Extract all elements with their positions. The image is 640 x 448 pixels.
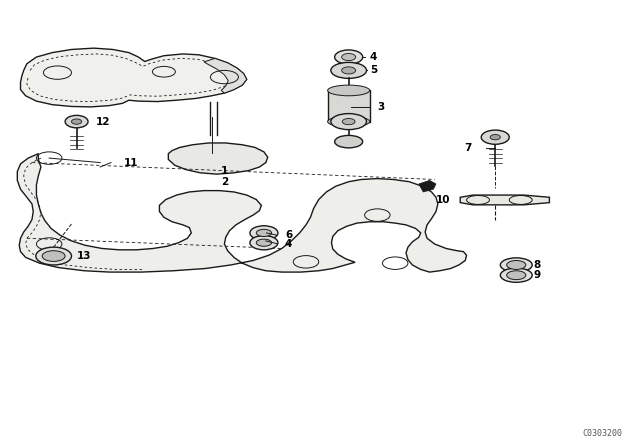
Ellipse shape	[335, 135, 363, 148]
Text: 13: 13	[77, 251, 91, 261]
Text: 8: 8	[534, 260, 541, 270]
Text: 9: 9	[534, 270, 541, 280]
Text: 2: 2	[221, 177, 228, 187]
Ellipse shape	[36, 247, 72, 265]
Ellipse shape	[250, 236, 278, 250]
Text: 3: 3	[378, 102, 385, 112]
Text: 5: 5	[370, 65, 377, 74]
Text: 10: 10	[436, 195, 451, 205]
Polygon shape	[17, 154, 467, 272]
Text: C0303200: C0303200	[582, 429, 623, 438]
Text: 4: 4	[285, 239, 292, 249]
Text: 1: 1	[221, 166, 228, 176]
Polygon shape	[168, 143, 268, 174]
Ellipse shape	[328, 85, 370, 96]
Ellipse shape	[256, 239, 271, 246]
Ellipse shape	[42, 251, 65, 261]
Text: 11: 11	[124, 158, 138, 168]
Polygon shape	[328, 90, 370, 121]
Ellipse shape	[331, 62, 367, 78]
Ellipse shape	[500, 258, 532, 272]
Ellipse shape	[507, 271, 526, 280]
Ellipse shape	[335, 50, 363, 64]
Ellipse shape	[507, 260, 526, 269]
Polygon shape	[20, 48, 246, 107]
Text: 12: 12	[96, 116, 110, 127]
Ellipse shape	[256, 229, 271, 237]
Text: 6: 6	[285, 230, 292, 240]
Ellipse shape	[65, 116, 88, 128]
Ellipse shape	[500, 268, 532, 282]
Ellipse shape	[481, 130, 509, 144]
Text: 7: 7	[464, 143, 472, 153]
Ellipse shape	[250, 226, 278, 240]
Ellipse shape	[342, 53, 356, 60]
Ellipse shape	[331, 114, 367, 129]
Ellipse shape	[342, 118, 355, 125]
Ellipse shape	[342, 67, 356, 74]
Ellipse shape	[328, 116, 370, 127]
Text: 4: 4	[370, 52, 377, 62]
Polygon shape	[419, 181, 436, 192]
Ellipse shape	[490, 134, 500, 140]
Polygon shape	[460, 195, 549, 205]
Polygon shape	[204, 58, 246, 93]
Ellipse shape	[72, 119, 82, 124]
